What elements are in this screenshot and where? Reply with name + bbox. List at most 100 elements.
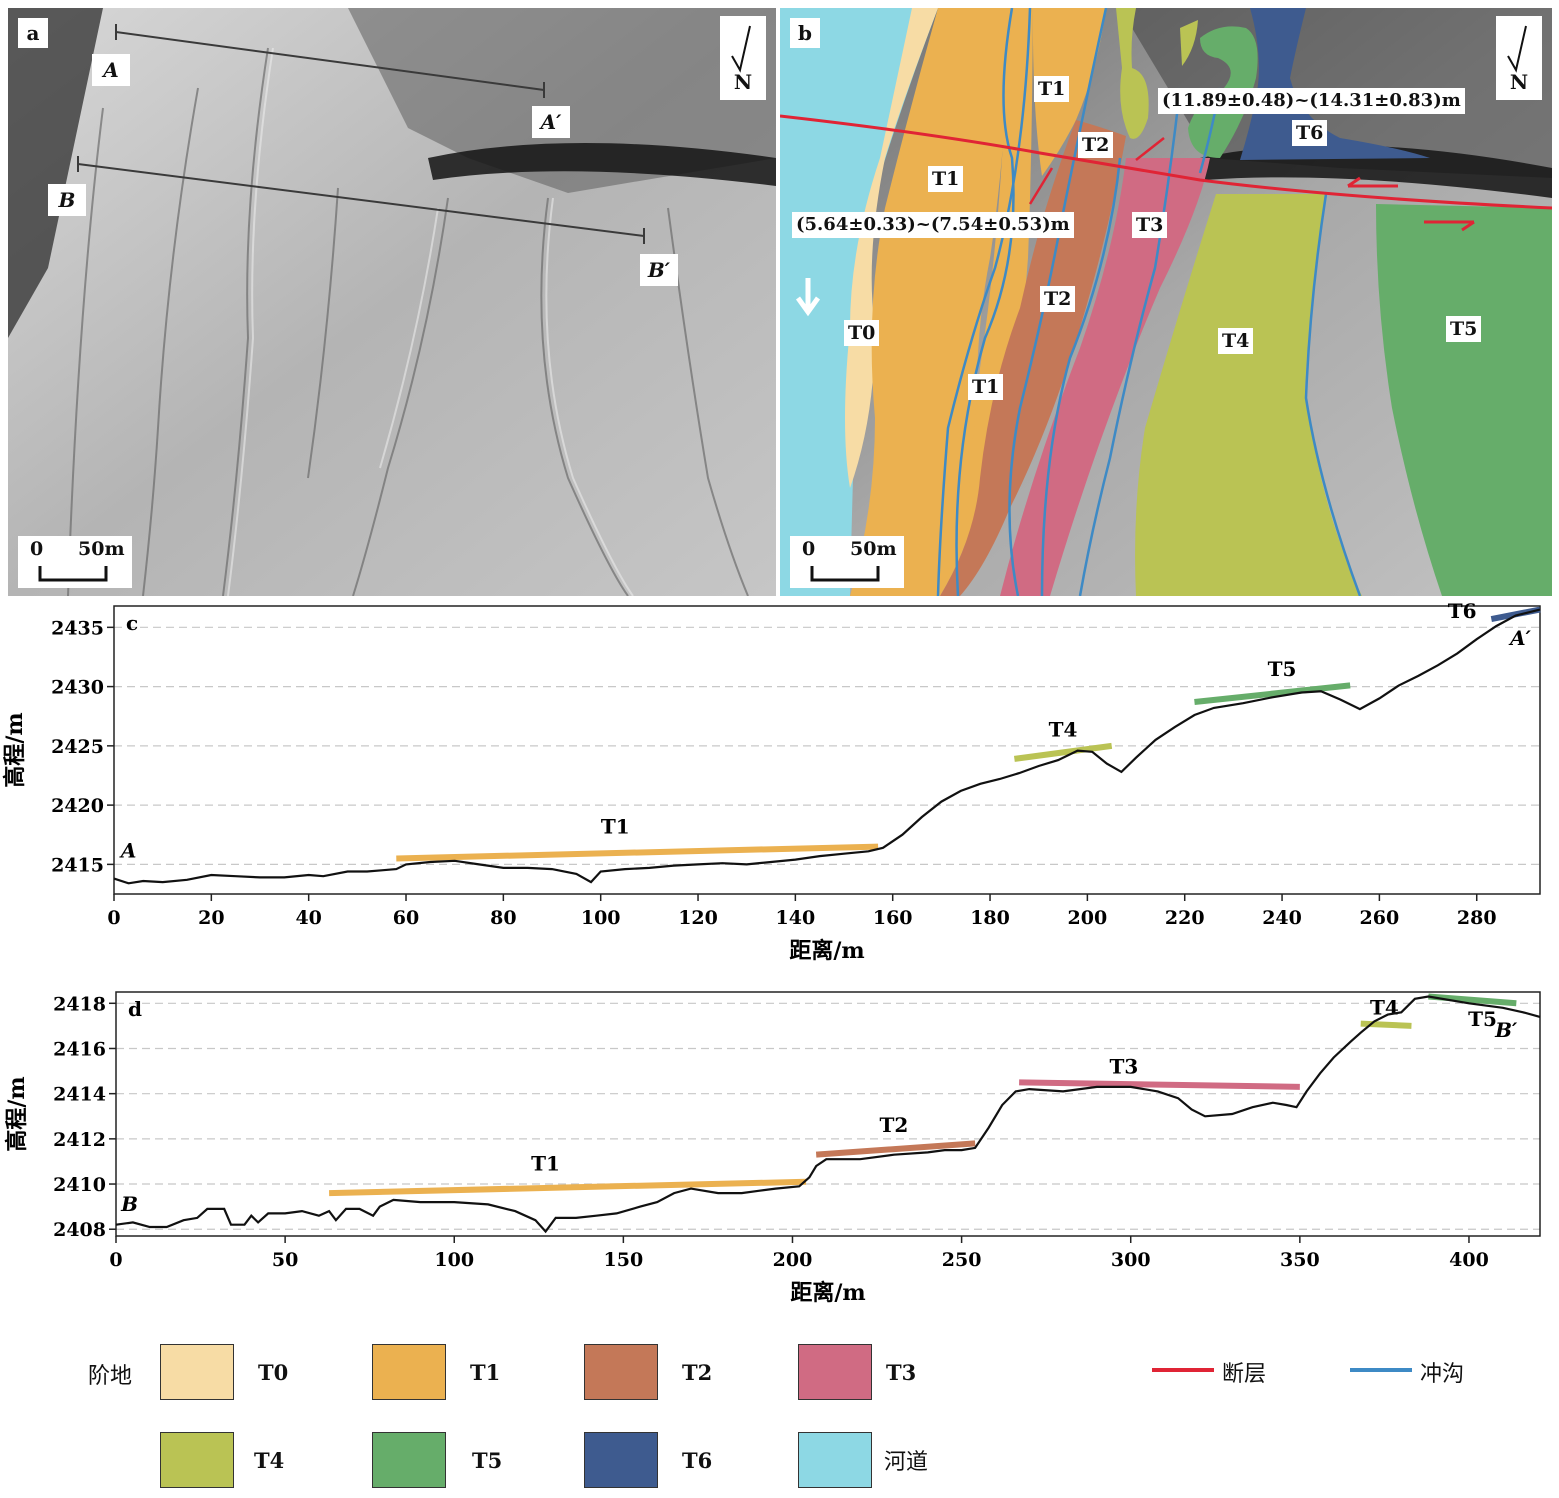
legend-label-t1: T1	[470, 1360, 501, 1385]
terrace-label-t3: T3	[1110, 1054, 1139, 1078]
terrace-t6-polygon	[1240, 8, 1430, 160]
y-tick-label: 2408	[53, 1219, 106, 1241]
profile-point-a-prime: A′	[532, 106, 570, 138]
panel-letter: d	[128, 997, 142, 1021]
x-axis-label: 距离/m	[790, 1280, 865, 1306]
y-tick-label: 2410	[53, 1174, 106, 1196]
profile-start-label: B	[120, 1192, 138, 1216]
x-tick-label: 350	[1280, 1249, 1320, 1271]
legend-label-t0: T0	[258, 1360, 289, 1385]
terrace-label-t4: T4	[1049, 717, 1078, 741]
x-axis-label: 距离/m	[789, 938, 864, 964]
profile-end-label: B′	[1494, 1018, 1518, 1042]
legend-label-channel: 河道	[884, 1450, 929, 1475]
legend-label-t3: T3	[886, 1360, 917, 1385]
unit-label-t1-south: T1	[968, 374, 1004, 400]
x-tick-label: 250	[942, 1249, 982, 1271]
unit-label-t1-west: T1	[928, 166, 964, 192]
legend-swatch-t1	[372, 1344, 446, 1400]
y-axis-label: 高程/m	[4, 1076, 30, 1151]
left-lateral-arrow-top-icon	[1347, 176, 1398, 188]
y-tick-label: 2416	[53, 1038, 106, 1060]
elevation-profile-line	[113, 608, 1541, 885]
legend-label-fault: 断层	[1222, 1362, 1267, 1387]
hillshade-relief-image	[8, 8, 776, 596]
legend-label-t2: T2	[682, 1360, 713, 1385]
north-label: N	[733, 70, 753, 94]
scale-zero: 0	[802, 538, 816, 560]
north-arrow-icon	[1507, 25, 1527, 73]
profile-end-label: A′	[1508, 626, 1532, 650]
panel-b-terrace-map: b N T1 T1 T1 T2 T2 T3 T0 T4 T5 T6 (5.64±…	[780, 8, 1552, 596]
legend-swatch-t5	[372, 1432, 446, 1488]
unit-label-t1-north: T1	[1034, 76, 1070, 102]
unit-label-t5: T5	[1446, 316, 1482, 342]
terrace-t3-polygon	[1000, 158, 1210, 596]
x-tick-label: 80	[490, 907, 516, 929]
y-tick-label: 2415	[51, 854, 104, 876]
plot-frame	[113, 605, 1541, 895]
panel-a-letter: a	[18, 18, 48, 48]
offset-label-large: (11.89±0.48)~(14.31±0.83)m	[1158, 88, 1465, 114]
x-tick-label: 260	[1360, 907, 1400, 929]
terrace-label-t6: T6	[1448, 600, 1477, 623]
x-tick-label: 0	[107, 907, 120, 929]
unit-label-t0: T0	[844, 320, 880, 346]
terrace-line-t2	[815, 1140, 976, 1158]
legend-swatch-t0	[160, 1344, 234, 1400]
panel-b-letter: b	[790, 18, 820, 48]
terrace-line-t5	[1428, 993, 1517, 1007]
terrace-line-t1	[329, 1178, 807, 1197]
y-tick-label: 2412	[53, 1129, 106, 1151]
x-tick-label: 220	[1165, 907, 1205, 929]
profile-point-a: A	[92, 54, 130, 86]
x-tick-label: 200	[1068, 907, 1108, 929]
terrace-label-t1: T1	[601, 815, 630, 839]
plot-frame	[115, 991, 1541, 1237]
terrace-t4-polygon-small	[1180, 20, 1198, 66]
north-arrow: N	[1496, 16, 1542, 100]
scale-end: 50m	[850, 538, 897, 560]
panel-a-hillshade: a N A A′ B B′ 0 50m	[8, 8, 776, 596]
left-lateral-arrow-bottom-icon	[1424, 220, 1475, 232]
unit-label-t6: T6	[1292, 120, 1328, 146]
x-tick-label: 120	[678, 907, 718, 929]
legend-label-t5: T5	[472, 1448, 503, 1473]
flow-direction-arrow-icon	[795, 278, 821, 317]
y-tick-label: 2414	[53, 1084, 106, 1106]
x-tick-label: 20	[198, 907, 224, 929]
north-label: N	[1509, 70, 1529, 94]
x-tick-label: 160	[873, 907, 913, 929]
terrace-label-t5: T5	[1268, 657, 1297, 681]
x-tick-label: 240	[1262, 907, 1302, 929]
profile-point-b-prime: B′	[640, 254, 678, 286]
legend-swatch-t6	[584, 1432, 658, 1488]
x-tick-label: 300	[1111, 1249, 1151, 1271]
legend-label-t4: T4	[254, 1448, 285, 1473]
terrace-line-t1	[396, 843, 879, 862]
profile-start-label: A	[119, 838, 137, 862]
x-tick-label: 400	[1449, 1249, 1489, 1271]
legend-swatch-channel	[798, 1432, 872, 1488]
x-tick-label: 50	[272, 1249, 298, 1271]
profile-chart-c: c 0 20 40 60 80 100 120 140 160 180 200 220 240 260 280…	[2, 600, 1541, 964]
offset-arrow-small-icon	[1028, 167, 1054, 205]
profile-chart-d: d 0 50 100 150 200 250 300 350 400 2408 2410 2412 241…	[4, 991, 1541, 1306]
x-tick-label: 100	[434, 1249, 474, 1271]
profile-point-b: B	[48, 184, 86, 216]
terrace-t4-polygon	[1135, 194, 1362, 596]
scale-end: 50m	[78, 538, 125, 560]
legend-label-t6: T6	[682, 1448, 713, 1473]
terrace-label-t5: T5	[1468, 1007, 1497, 1031]
elevation-profile-line	[115, 995, 1541, 1234]
unit-label-t3: T3	[1132, 212, 1168, 238]
x-tick-label: 60	[393, 907, 419, 929]
x-tick-label: 180	[970, 907, 1010, 929]
legend-line-fault	[1152, 1368, 1214, 1372]
legend-title: 阶地	[88, 1364, 133, 1389]
legend-swatch-t3	[798, 1344, 872, 1400]
north-arrow-icon	[731, 25, 751, 73]
y-tick-label: 2435	[51, 617, 104, 639]
x-tick-label: 0	[109, 1249, 122, 1271]
y-axis-label: 高程/m	[2, 712, 28, 787]
